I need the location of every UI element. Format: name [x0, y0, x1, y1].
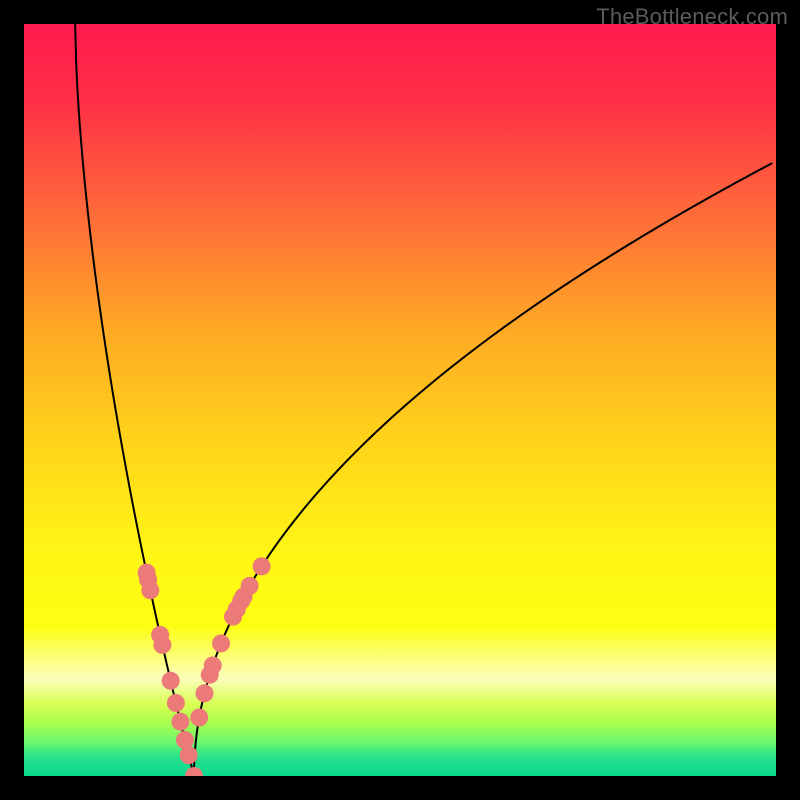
chart-background-gradient [24, 24, 776, 776]
curve-marker [241, 577, 259, 595]
curve-marker [180, 746, 198, 764]
curve-marker [204, 656, 222, 674]
chart-plot-area [24, 24, 776, 776]
watermark-text: TheBottleneck.com [596, 4, 788, 30]
curve-marker [253, 557, 271, 575]
curve-marker [190, 709, 208, 727]
curve-marker [171, 713, 189, 731]
curve-marker [176, 731, 194, 749]
curve-marker [141, 581, 159, 599]
curve-marker [162, 672, 180, 690]
curve-marker [212, 634, 230, 652]
curve-marker [153, 636, 171, 654]
curve-marker [167, 694, 185, 712]
curve-marker [195, 684, 213, 702]
chart-outer-frame: TheBottleneck.com [0, 0, 800, 800]
chart-svg [24, 24, 776, 776]
